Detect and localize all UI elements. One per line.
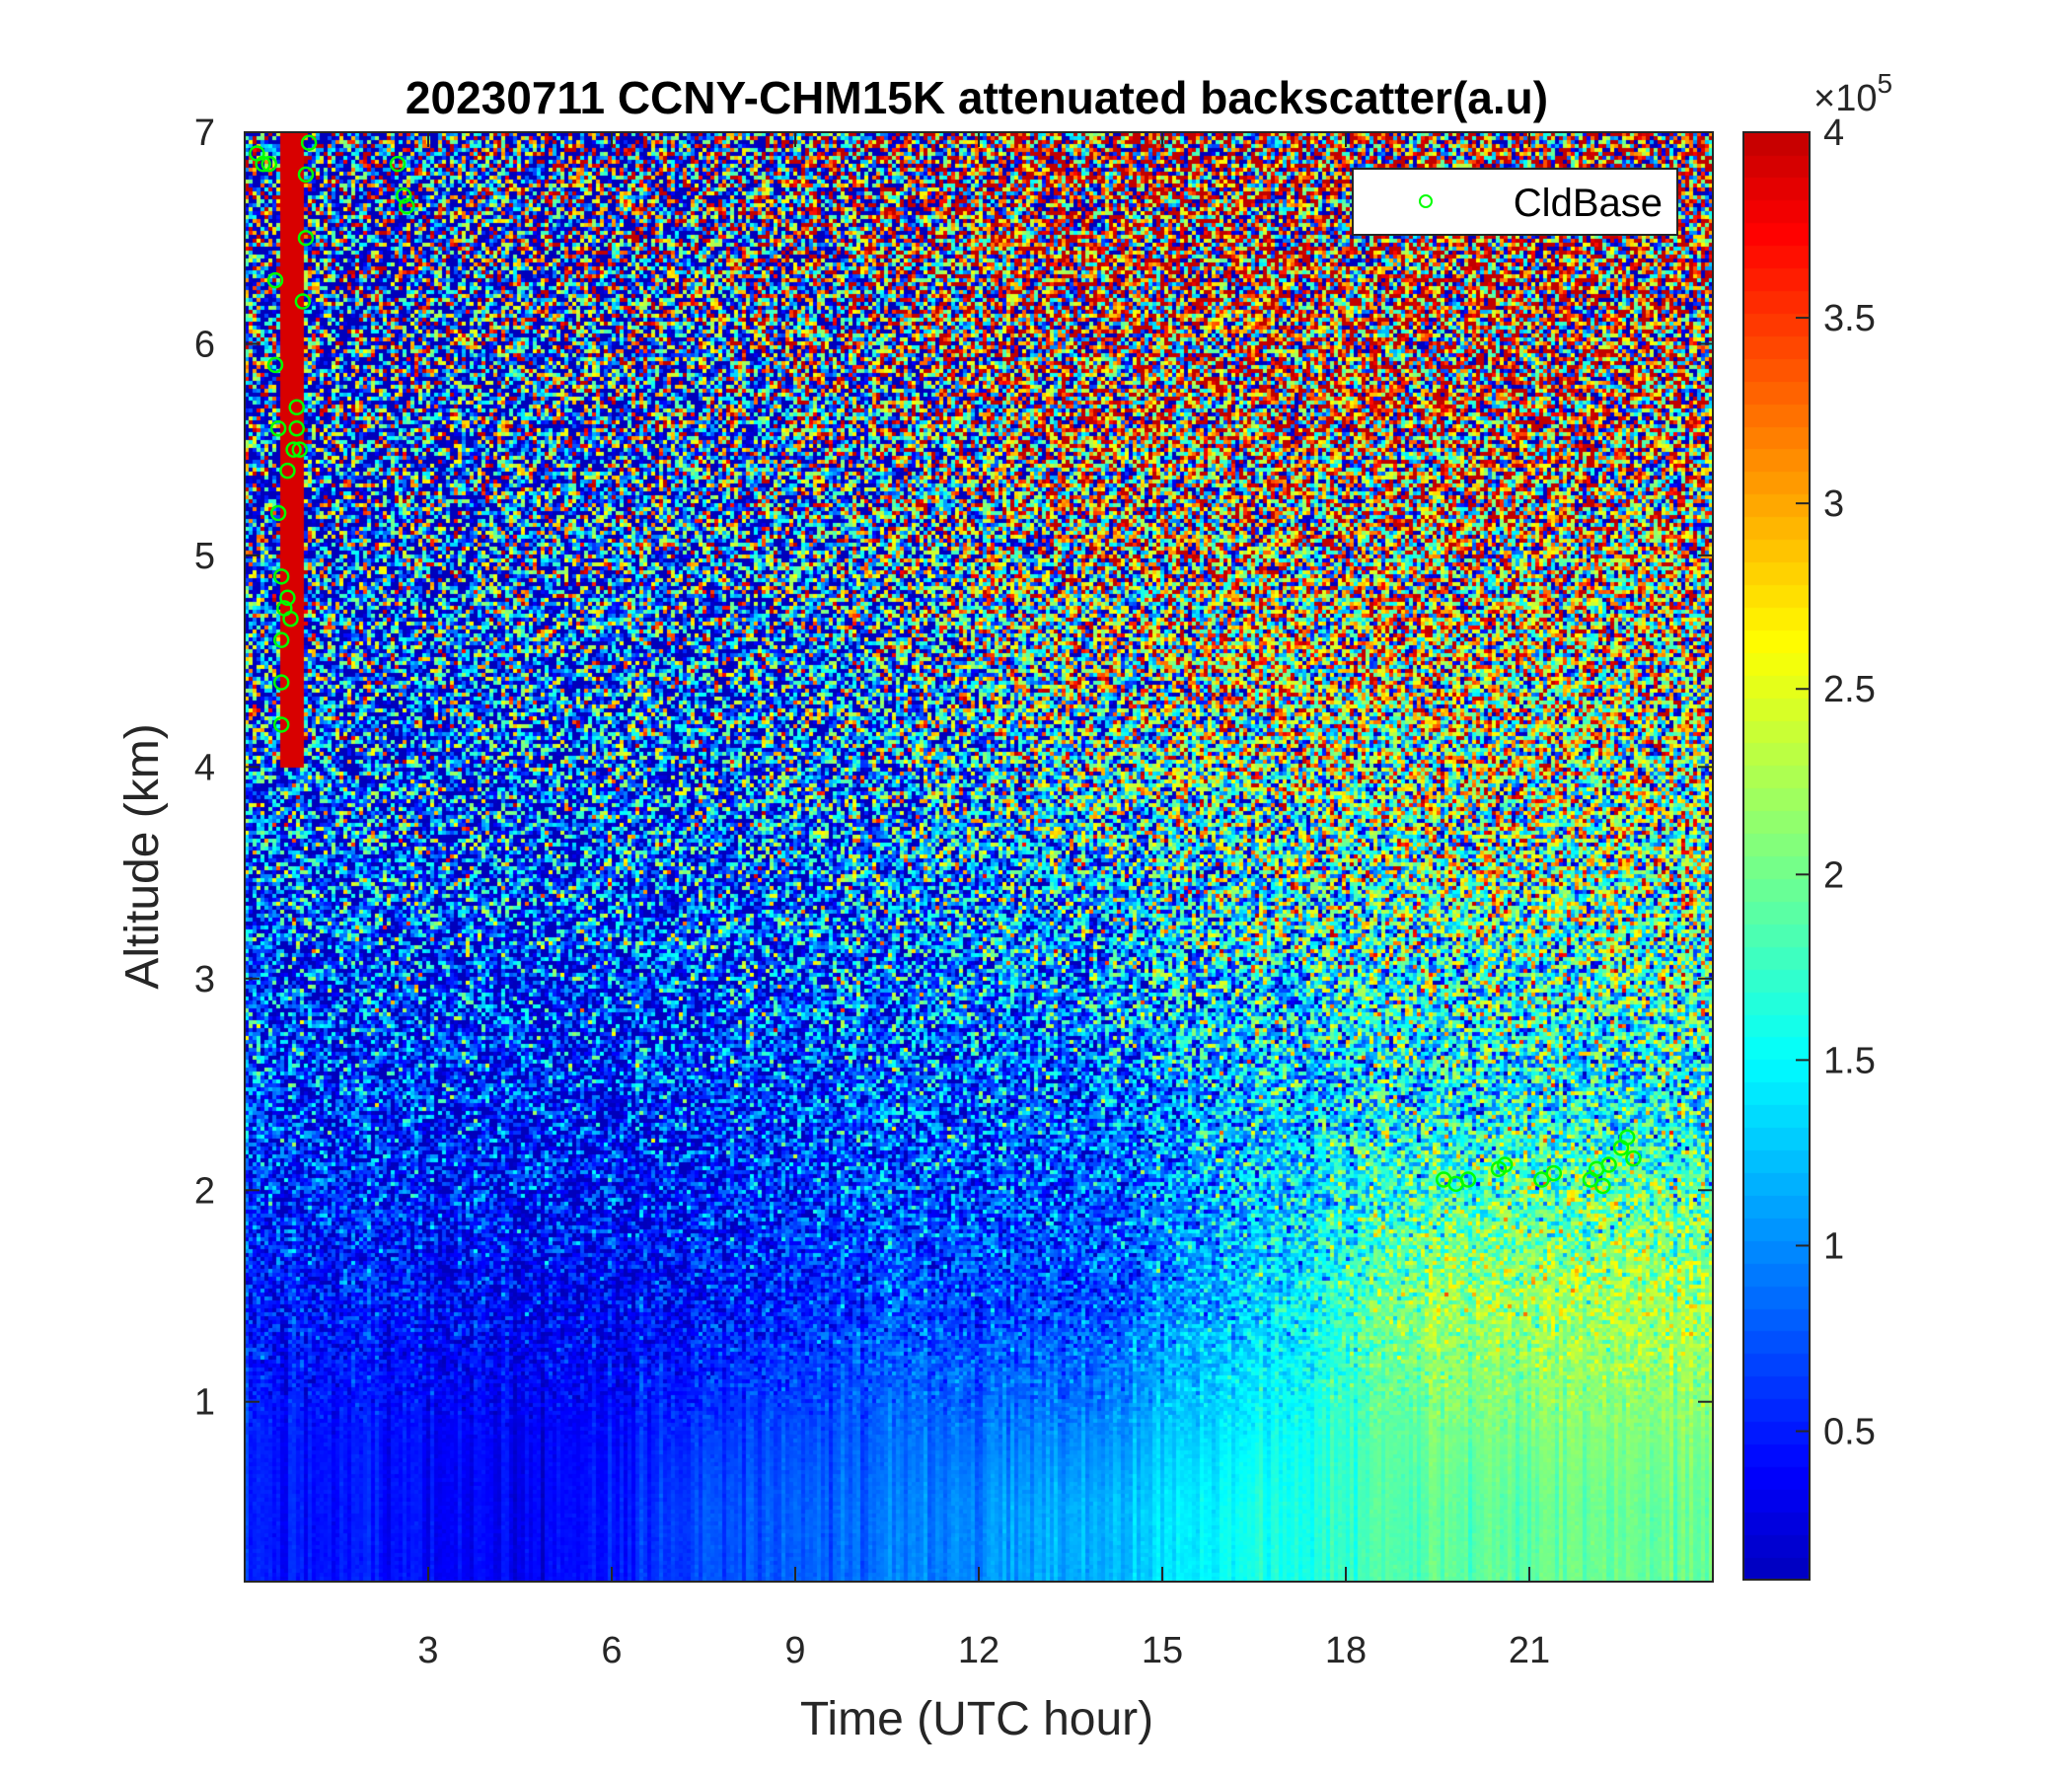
x-tick-label: 9 bbox=[784, 1630, 805, 1671]
x-axis-label: Time (UTC hour) bbox=[800, 1693, 1153, 1745]
cldbase-point bbox=[288, 419, 305, 437]
cldbase-point bbox=[300, 134, 318, 151]
y-tick-label: 3 bbox=[194, 959, 215, 1000]
cldbase-point bbox=[1594, 1177, 1611, 1195]
cldbase-point bbox=[272, 568, 290, 585]
y-tick-label: 2 bbox=[194, 1170, 215, 1212]
cldbase-point bbox=[285, 441, 302, 458]
colorbar-tick-label: 0.5 bbox=[1823, 1412, 1876, 1453]
y-tick-label: 4 bbox=[194, 747, 215, 788]
cldbase-markers bbox=[249, 134, 1642, 1195]
y-axis-ticks: 1 2 3 4 5 6 7 bbox=[194, 112, 1713, 1424]
cldbase-point bbox=[395, 187, 412, 204]
colorbar-exponent: ×105 bbox=[1813, 68, 1892, 119]
cldbase-point bbox=[255, 155, 271, 173]
legend-marker-icon bbox=[1419, 194, 1433, 208]
cldbase-point bbox=[282, 610, 299, 628]
colorbar-tick-label: 2 bbox=[1823, 854, 1844, 896]
x-tick-label: 12 bbox=[958, 1630, 999, 1671]
cldbase-point bbox=[294, 293, 312, 310]
colorbar-tick-label: 2.5 bbox=[1823, 669, 1876, 710]
cldbase-point bbox=[389, 155, 407, 173]
x-tick-label: 3 bbox=[417, 1630, 438, 1671]
y-tick-label: 6 bbox=[194, 324, 215, 365]
cldbase-point bbox=[297, 166, 315, 184]
legend-label: CldBase bbox=[1514, 182, 1663, 225]
y-tick-label: 1 bbox=[194, 1382, 215, 1424]
cldbase-point bbox=[1496, 1156, 1514, 1173]
y-tick-label: 7 bbox=[194, 112, 215, 154]
cldbase-point bbox=[272, 674, 290, 691]
cldbase-point bbox=[1533, 1171, 1550, 1188]
cldbase-point bbox=[1600, 1156, 1617, 1173]
cldbase-point bbox=[266, 356, 284, 374]
cldbase-point bbox=[269, 504, 287, 522]
colorbar-tick-label: 3.5 bbox=[1823, 298, 1876, 339]
x-tick-label: 18 bbox=[1325, 1630, 1367, 1671]
cldbase-point bbox=[1618, 1129, 1636, 1146]
cldbase-point bbox=[272, 716, 290, 733]
cldbase-point bbox=[266, 271, 284, 289]
cldbase-point bbox=[279, 462, 296, 480]
colorbar bbox=[1743, 132, 1810, 1580]
cldbase-point bbox=[1459, 1171, 1477, 1188]
cldbase-point bbox=[291, 441, 309, 458]
cldbase-point bbox=[269, 419, 287, 437]
cldbase-point bbox=[279, 589, 296, 607]
cldbase-point bbox=[260, 155, 278, 173]
legend: CldBase bbox=[1352, 168, 1678, 236]
colorbar-tick-label: 3 bbox=[1823, 483, 1844, 525]
x-tick-label: 21 bbox=[1509, 1630, 1550, 1671]
legend-box bbox=[1352, 168, 1678, 236]
y-tick-label: 5 bbox=[194, 536, 215, 577]
cldbase-point bbox=[288, 399, 305, 416]
plot-frame bbox=[244, 131, 1714, 1583]
cldbase-point bbox=[272, 631, 290, 648]
colorbar-ticks: 0.5 1 1.5 2 2.5 3 3.5 4 bbox=[1796, 112, 1876, 1453]
colorbar-tick-label: 1 bbox=[1823, 1225, 1844, 1267]
x-tick-label: 15 bbox=[1142, 1630, 1183, 1671]
cldbase-point bbox=[297, 229, 315, 247]
colorbar-tick-label: 4 bbox=[1823, 112, 1844, 154]
cldbase-point bbox=[399, 197, 415, 215]
colorbar-tick-label: 1.5 bbox=[1823, 1040, 1876, 1081]
backscatter-heatmap bbox=[245, 132, 1713, 1582]
chart-title: 20230711 CCNY-CHM15K attenuated backscat… bbox=[406, 72, 1548, 123]
colorbar-frame bbox=[1742, 131, 1811, 1581]
x-axis-ticks: 3 6 9 12 15 18 21 bbox=[417, 132, 1550, 1671]
y-axis-label: Altitude (km) bbox=[116, 723, 169, 989]
cldbase-point bbox=[1545, 1164, 1563, 1182]
x-tick-label: 6 bbox=[601, 1630, 622, 1671]
cldbase-point bbox=[1625, 1149, 1642, 1167]
